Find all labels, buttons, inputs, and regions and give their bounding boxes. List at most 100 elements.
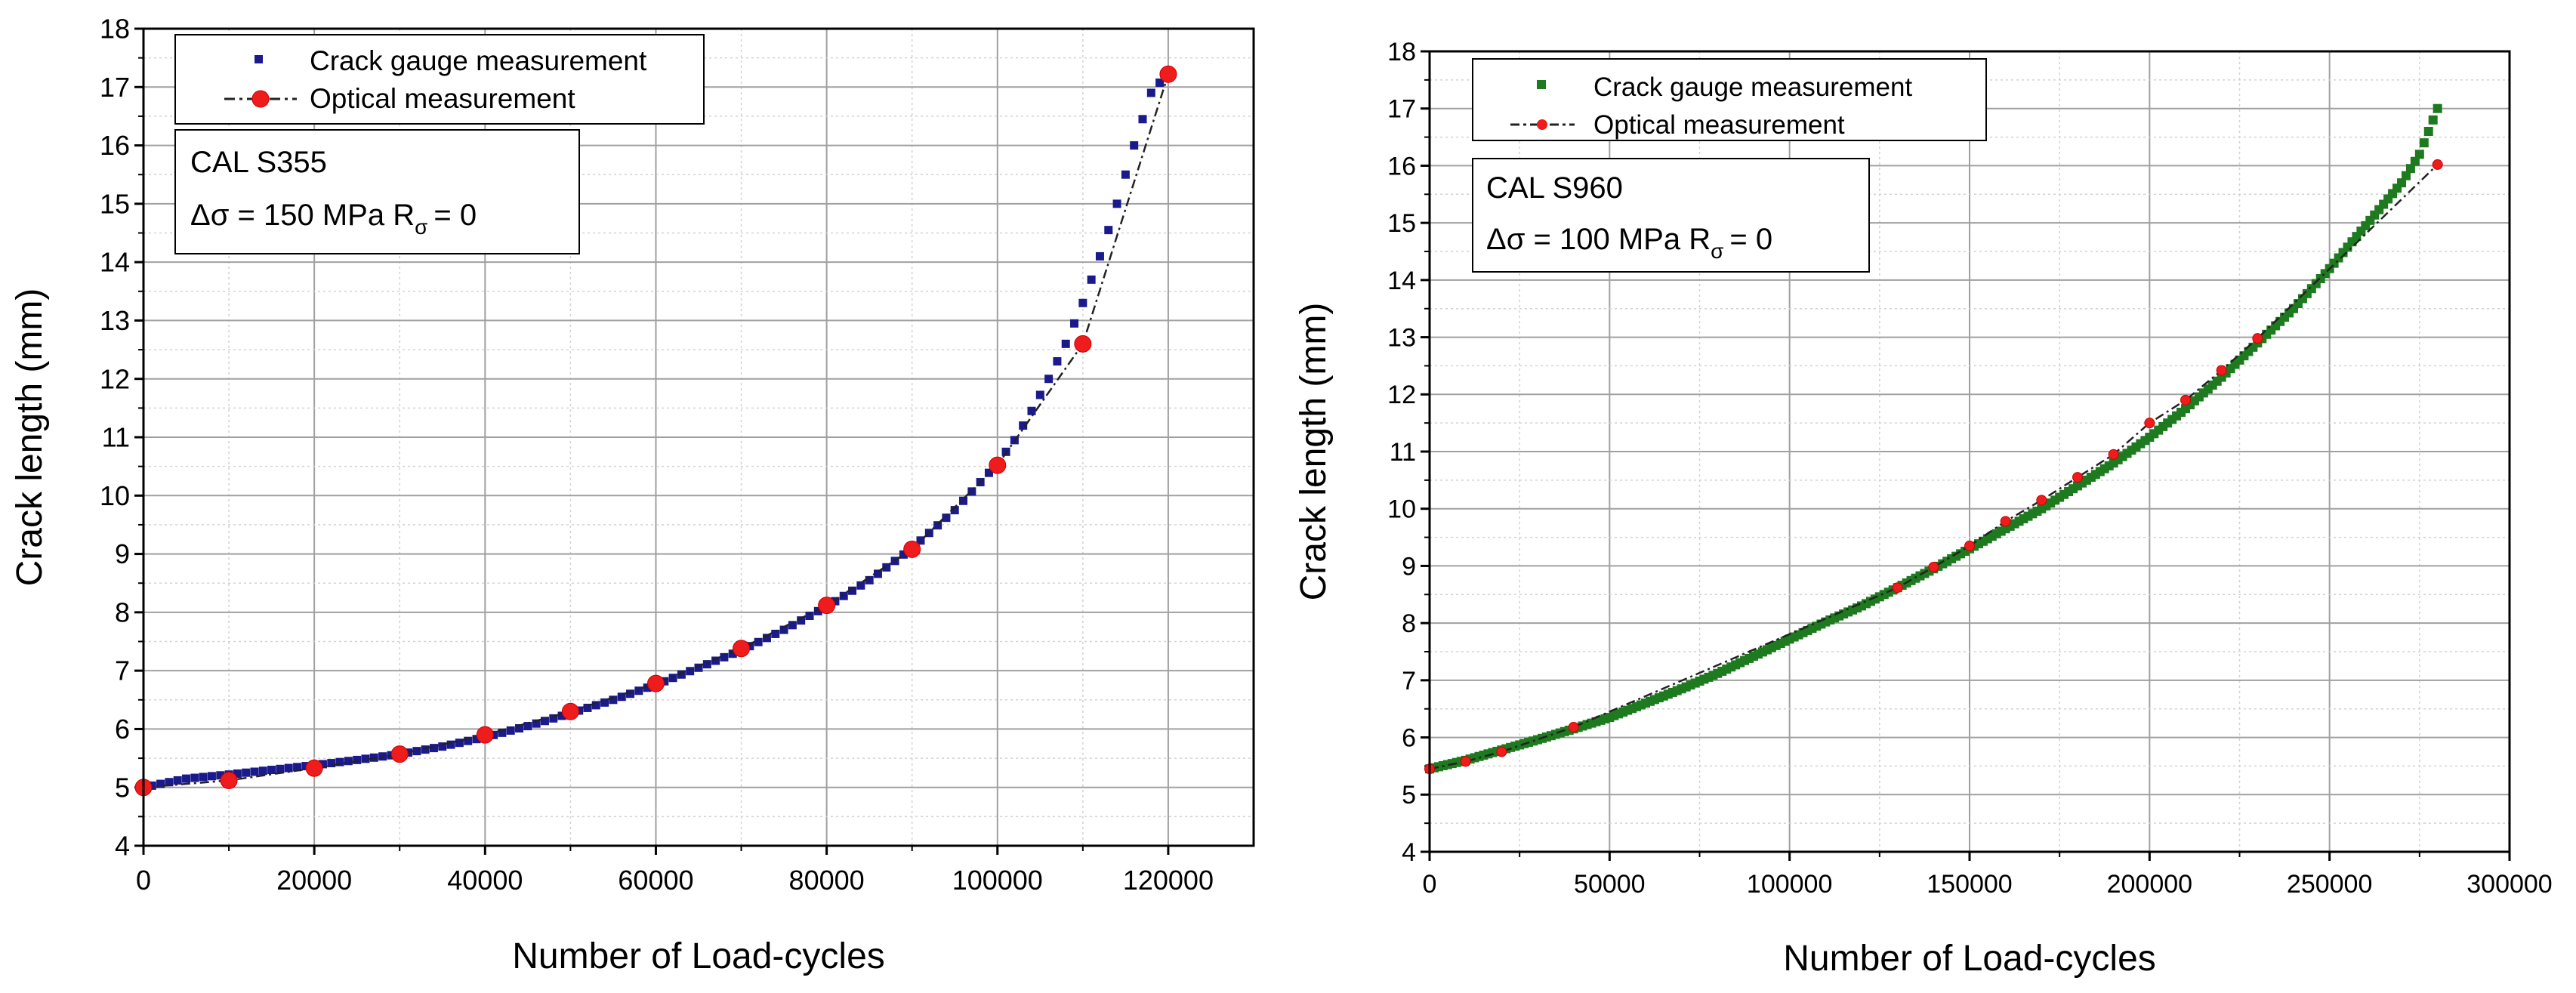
crack-gauge-point bbox=[873, 569, 882, 578]
legend-label-crack-gauge: Crack gauge measurement bbox=[1593, 72, 1912, 102]
x-tick-label: 20000 bbox=[276, 865, 352, 896]
crack-gauge-point bbox=[2433, 103, 2442, 113]
crack-gauge-point bbox=[797, 616, 806, 625]
crack-gauge-point bbox=[1087, 275, 1096, 284]
crack-gauge-point bbox=[472, 735, 481, 744]
crack-gauge-point bbox=[1053, 357, 1062, 366]
crack-gauge-point bbox=[617, 692, 626, 702]
crack-gauge-point bbox=[1095, 251, 1104, 261]
optical-point bbox=[2000, 516, 2011, 527]
optical-point bbox=[1074, 335, 1092, 353]
optical-point bbox=[733, 640, 751, 658]
crack-gauge-point bbox=[1138, 115, 1147, 124]
optical-point bbox=[646, 674, 665, 692]
annotation-box: CAL S960 Δσ = 100 MPa Rσ = 0 bbox=[1472, 158, 1870, 273]
crack-gauge-point bbox=[1146, 88, 1155, 97]
annotation-conditions: Δσ = 150 MPa Rσ = 0 bbox=[190, 199, 477, 239]
optical-point bbox=[2216, 365, 2227, 376]
crack-gauge-point bbox=[1070, 319, 1079, 328]
y-tick-label: 10 bbox=[1387, 495, 1416, 524]
crack-gauge-point bbox=[984, 468, 993, 477]
y-tick-label: 15 bbox=[1387, 209, 1416, 238]
crack-gauge-point bbox=[455, 739, 464, 748]
crack-gauge-point bbox=[446, 740, 455, 749]
crack-gauge-point bbox=[686, 667, 695, 676]
crack-gauge-point bbox=[779, 625, 788, 634]
annotation-material: CAL S960 bbox=[1486, 171, 1623, 205]
x-tick-label: 40000 bbox=[447, 865, 523, 896]
crack-gauge-point bbox=[848, 586, 857, 595]
optical-point bbox=[2036, 495, 2047, 506]
annotation-box: CAL S355 Δσ = 150 MPa Rσ = 0 bbox=[174, 129, 580, 254]
y-tick-label: 10 bbox=[100, 480, 130, 511]
crack-gauge-point bbox=[156, 779, 165, 788]
crack-gauge-point bbox=[327, 759, 336, 768]
y-tick-label: 12 bbox=[1387, 381, 1416, 409]
crack-gauge-point bbox=[643, 683, 652, 692]
crack-gauge-point bbox=[318, 760, 327, 769]
x-tick-label: 0 bbox=[1423, 870, 1437, 899]
crack-gauge-point bbox=[353, 755, 362, 764]
crack-gauge-point bbox=[2410, 156, 2420, 166]
y-tick-label: 6 bbox=[115, 714, 130, 745]
optical-point bbox=[2180, 394, 2191, 406]
optical-point bbox=[1568, 721, 1579, 732]
crack-gauge-point bbox=[839, 591, 848, 600]
crack-gauge-point bbox=[668, 674, 677, 683]
x-tick-label: 200000 bbox=[2107, 870, 2192, 899]
optical-point bbox=[305, 759, 323, 777]
crack-gauge-point bbox=[199, 773, 208, 782]
y-tick-label: 13 bbox=[1387, 323, 1416, 352]
crack-gauge-point bbox=[1121, 170, 1130, 179]
crack-gauge-point bbox=[865, 575, 874, 584]
optical-point bbox=[903, 540, 921, 558]
crack-gauge-point bbox=[438, 742, 447, 751]
crack-gauge-point bbox=[899, 550, 908, 559]
y-tick-label: 4 bbox=[115, 831, 130, 862]
optical-point bbox=[989, 456, 1007, 474]
crack-gauge-point bbox=[1027, 406, 1036, 415]
crack-gauge-point bbox=[216, 771, 225, 780]
optical-point bbox=[561, 702, 579, 720]
crack-gauge-point bbox=[2414, 150, 2424, 159]
crack-gauge-point bbox=[335, 757, 344, 766]
crack-gauge-point bbox=[942, 513, 951, 523]
y-tick-label: 8 bbox=[115, 597, 130, 628]
crack-gauge-point bbox=[1035, 390, 1044, 399]
crack-gauge-point bbox=[147, 781, 156, 790]
crack-gauge-point bbox=[540, 717, 549, 726]
crack-gauge-point bbox=[1130, 141, 1139, 150]
crack-gauge-point bbox=[2419, 138, 2429, 148]
crack-gauge-point bbox=[788, 621, 797, 630]
optical-point bbox=[1159, 65, 1177, 83]
crack-gauge-point bbox=[1155, 78, 1165, 87]
x-tick-label: 60000 bbox=[618, 865, 693, 896]
crack-gauge-point bbox=[549, 714, 558, 723]
crack-gauge-point bbox=[2397, 178, 2406, 188]
crack-gauge-point bbox=[583, 703, 592, 712]
legend-marker-optical bbox=[1537, 119, 1547, 130]
crack-gauge-point bbox=[361, 754, 370, 763]
crack-gauge-point bbox=[634, 686, 643, 695]
crack-gauge-point bbox=[728, 649, 737, 658]
crack-gauge-point bbox=[702, 660, 711, 669]
crack-gauge-point bbox=[959, 496, 968, 505]
crack-gauge-point bbox=[1061, 339, 1070, 348]
crack-gauge-point bbox=[609, 695, 618, 705]
optical-point bbox=[2072, 472, 2083, 483]
x-tick-label: 50000 bbox=[1574, 870, 1646, 899]
crack-gauge-point bbox=[242, 768, 251, 777]
crack-gauge-point bbox=[626, 689, 635, 698]
crack-gauge-point bbox=[600, 698, 609, 707]
crack-gauge-point bbox=[276, 764, 285, 773]
crack-gauge-point bbox=[745, 642, 754, 651]
crack-gauge-point bbox=[1044, 375, 1054, 384]
crack-gauge-point bbox=[694, 663, 703, 672]
y-tick-label: 13 bbox=[100, 305, 130, 336]
crack-gauge-point bbox=[720, 652, 729, 661]
y-tick-label: 8 bbox=[1402, 609, 1416, 638]
plot-frame bbox=[1428, 50, 2511, 853]
legend-label-optical: Optical measurement bbox=[310, 83, 575, 114]
y-tick-label: 9 bbox=[1402, 552, 1416, 581]
crack-gauge-point bbox=[523, 722, 532, 731]
